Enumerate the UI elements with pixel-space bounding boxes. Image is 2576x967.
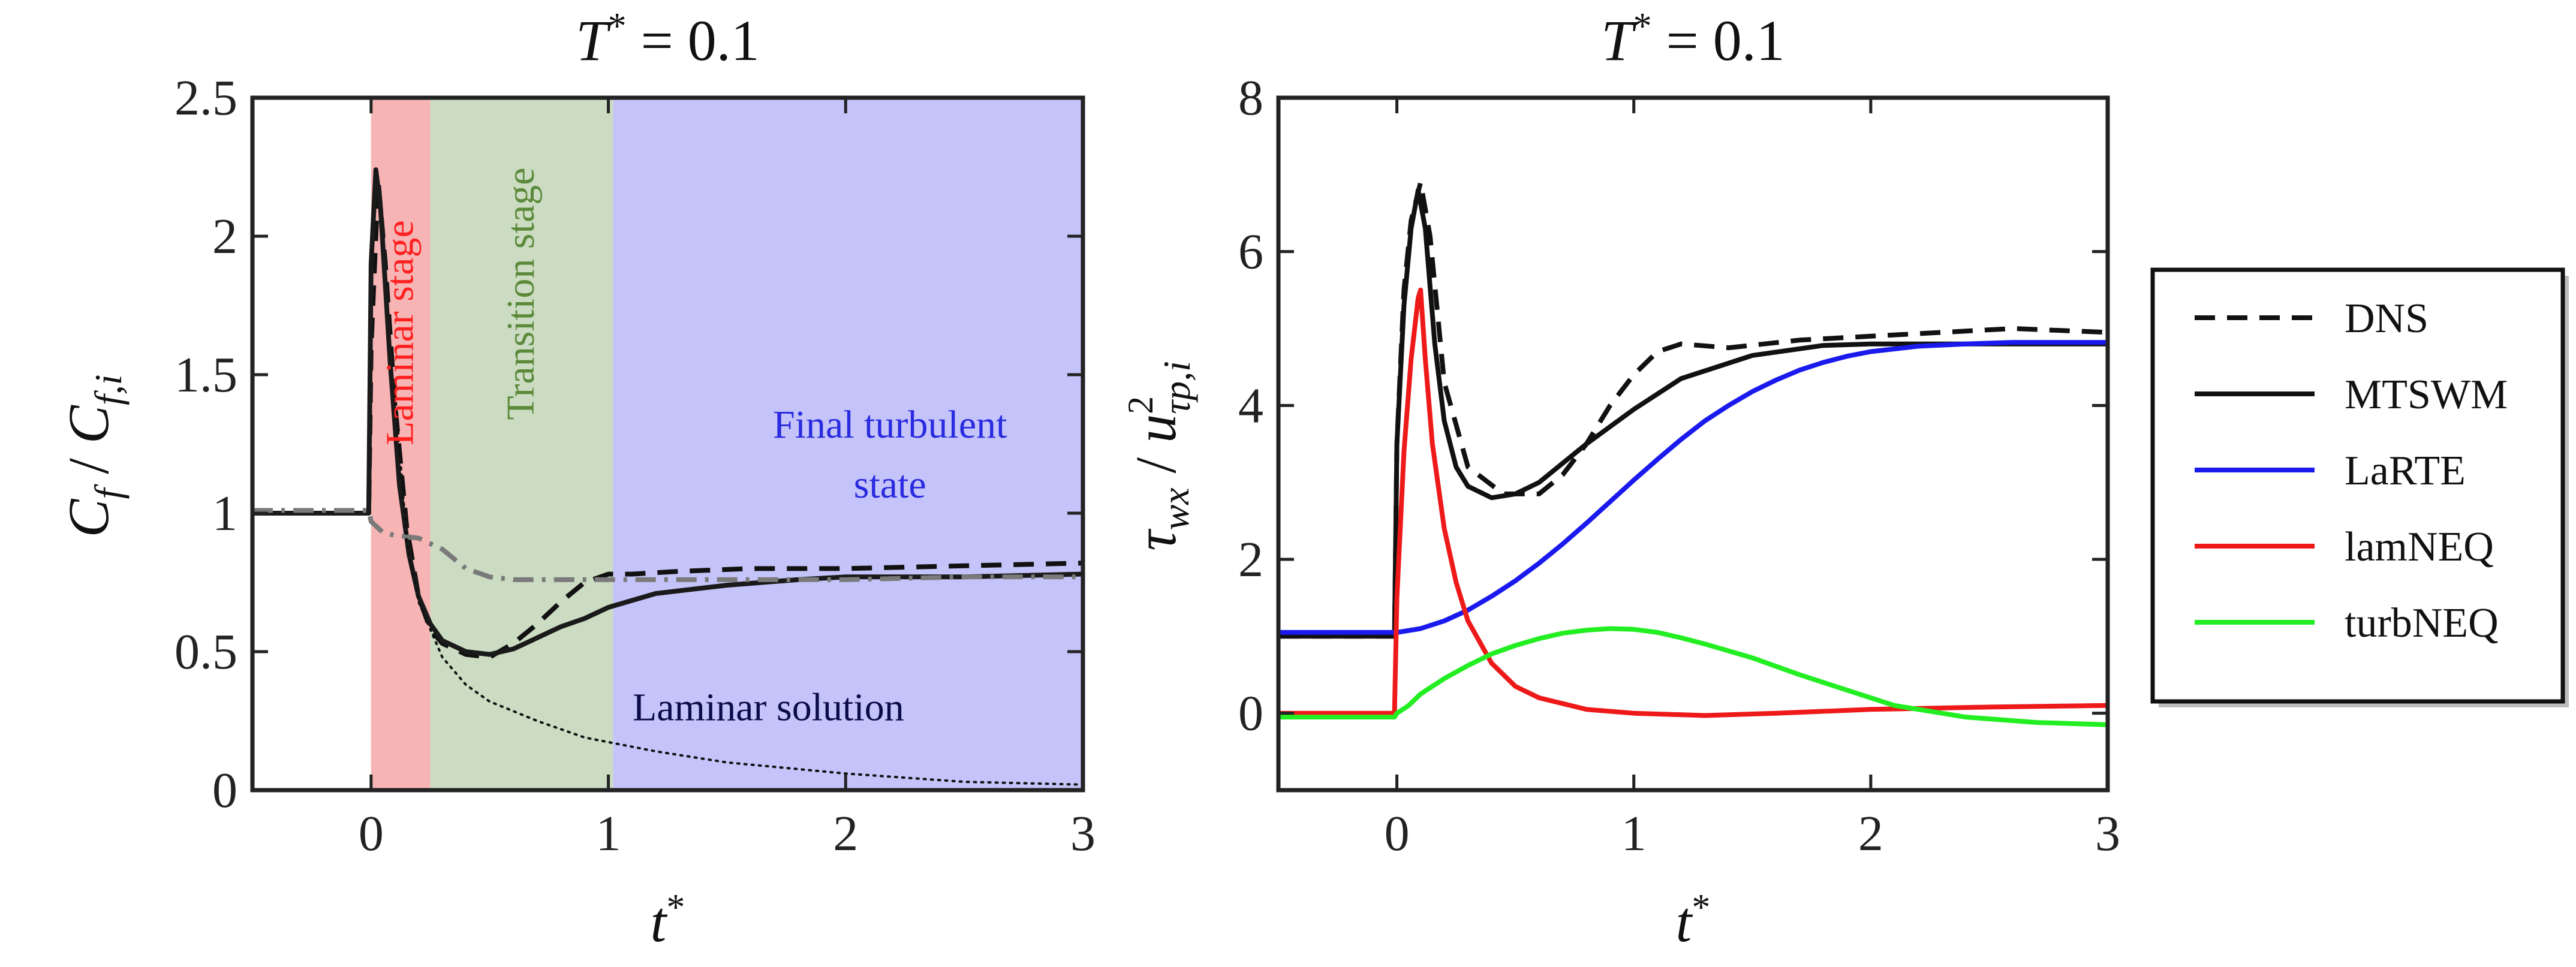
y-tick-label: 2.5 xyxy=(174,70,237,126)
legend-box xyxy=(2150,267,2565,704)
series-dns xyxy=(1278,180,2108,639)
x-tick-label: 3 xyxy=(2095,806,2120,861)
region-label-1: Transition stage xyxy=(499,167,543,420)
y-tick-label: 2 xyxy=(1238,532,1263,588)
region-label-2: Final turbulent state xyxy=(773,403,1007,507)
axes-frame xyxy=(1276,95,2110,793)
y-tick-label: 8 xyxy=(1238,70,1263,126)
y-axis-label: Cf / Cf,i xyxy=(56,374,130,537)
legend: DNS MTSWM LaRTE lamNEQ turbNEQ xyxy=(2150,267,2569,707)
y-tick-label: 0.5 xyxy=(174,624,237,680)
chart-left: Laminar stage Transition stage Final turbu… xyxy=(56,6,1096,954)
y-tick-label: 0 xyxy=(212,763,237,818)
series-turbneq xyxy=(1278,626,2108,727)
series-lamneq xyxy=(1278,287,2108,718)
legend-label-turbneq: turbNEQ xyxy=(2345,600,2499,646)
series-larte xyxy=(1278,340,2108,635)
annotation-0: Laminar solution xyxy=(633,686,904,730)
axes-frame xyxy=(250,95,1085,793)
y-tick-label: 6 xyxy=(1238,224,1263,280)
y-tick-label: 2 xyxy=(212,209,237,264)
region-1 xyxy=(430,98,613,790)
region-2 xyxy=(613,98,1083,790)
x-tick-label: 2 xyxy=(833,806,858,861)
legend-label-lamneq: lamNEQ xyxy=(2345,524,2494,570)
legend-label-mtswm: MTSWM xyxy=(2345,372,2508,418)
chart-title: T* = 0.1 xyxy=(1601,6,1785,73)
y-tick-label: 4 xyxy=(1238,378,1263,433)
series-line-1 xyxy=(252,167,1083,657)
region-label-0: Laminar stage xyxy=(378,220,422,445)
chart-title: T* = 0.1 xyxy=(576,6,760,73)
legend-label-larte: LaRTE xyxy=(2345,448,2466,494)
x-tick-label: 0 xyxy=(359,806,384,861)
y-tick-label: 1 xyxy=(212,486,237,541)
series-line-2 xyxy=(252,508,1083,582)
series-mtswm xyxy=(1278,188,2108,639)
chart-right: 0 1 2 3 0 2 4 6 8 T* = 0.1 t* τwx / u2τp,i xyxy=(1121,6,2120,954)
x-axis-label: t* xyxy=(651,887,685,954)
y-tick-label: 0 xyxy=(1238,686,1263,742)
x-tick-label: 0 xyxy=(1385,806,1410,861)
x-tick-label: 2 xyxy=(1858,806,1883,861)
x-tick-label: 1 xyxy=(596,806,621,861)
y-axis-label: τwx / u2τp,i xyxy=(1121,361,1198,551)
legend-label-dns: DNS xyxy=(2345,296,2428,342)
x-tick-label: 3 xyxy=(1070,806,1096,861)
y-tick-label: 1.5 xyxy=(174,347,237,403)
series-line-3 xyxy=(393,387,1083,786)
x-axis-label: t* xyxy=(1676,887,1711,954)
x-tick-label: 1 xyxy=(1621,806,1647,861)
